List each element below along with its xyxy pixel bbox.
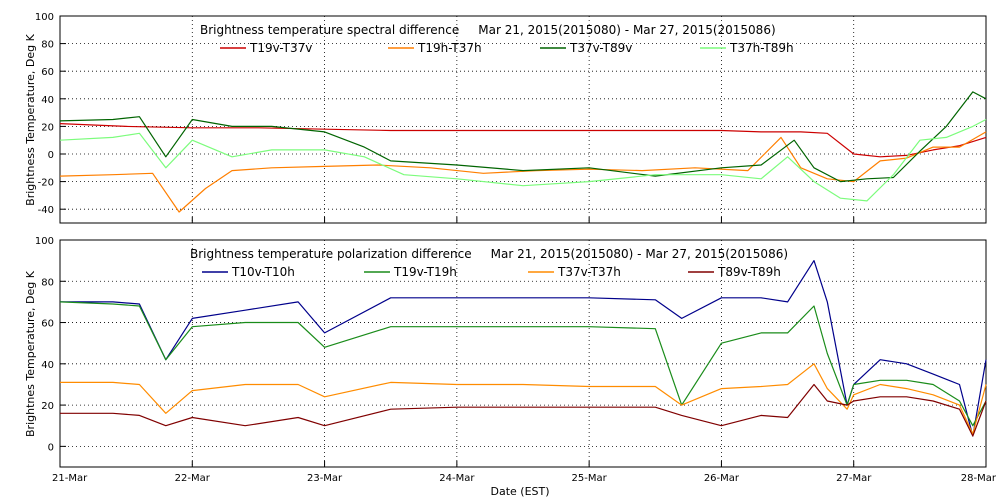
top-y-ticks: -40 -20 0 20 40 60 80 100 bbox=[35, 12, 66, 216]
y-tick-label: -40 bbox=[38, 205, 54, 216]
bottom-legend: T10v-T10h T19v-T19h T37v-T37h T89v-T89h bbox=[202, 265, 781, 279]
series-line-T89v-T89h bbox=[60, 383, 987, 437]
bottom-y-ticks: 0 20 40 60 80 100 bbox=[35, 236, 66, 453]
legend-label: T19v-T37v bbox=[249, 41, 312, 55]
legend-label: T37h-T89h bbox=[729, 41, 794, 55]
legend-label: T89v-T89h bbox=[717, 265, 781, 279]
bottom-x-ticks: 21-Mar 22-Mar 23-Mar 24-Mar 25-Mar 26-Mar 27-M… bbox=[52, 473, 997, 484]
y-tick-label: 20 bbox=[41, 122, 54, 133]
bottom-series bbox=[59, 260, 987, 437]
y-tick-label: 60 bbox=[41, 319, 54, 330]
top-plot-frame bbox=[59, 15, 987, 224]
legend-label: T19h-T37h bbox=[417, 41, 482, 55]
y-tick-label: 0 bbox=[48, 150, 54, 161]
series-line-T10v-T10h bbox=[60, 260, 987, 437]
top-legend: T19v-T37v T19h-T37h T37v-T89v T37h-T89h bbox=[220, 41, 794, 55]
top-y-axis-label: Brightness Temperature, Deg K bbox=[24, 33, 37, 205]
y-tick-label: 40 bbox=[41, 95, 54, 106]
legend-label: T19v-T19h bbox=[393, 265, 457, 279]
y-tick-label: 80 bbox=[41, 40, 54, 51]
bottom-plot-frame bbox=[59, 239, 987, 468]
x-tick-label: 23-Mar bbox=[307, 473, 343, 484]
x-tick-label: 21-Mar bbox=[52, 473, 88, 484]
x-axis-label: Date (EST) bbox=[490, 485, 549, 498]
x-tick-label: 27-Mar bbox=[836, 473, 872, 484]
bottom-panel: 0 20 40 60 80 100 21-Mar 22-Mar 23-Mar 24-Mar 25-… bbox=[24, 236, 997, 498]
y-tick-label: 40 bbox=[41, 360, 54, 371]
x-tick-label: 25-Mar bbox=[572, 473, 608, 484]
top-chart-title: Brightness temperature spectral differen… bbox=[200, 23, 776, 37]
x-tick-label: 22-Mar bbox=[175, 473, 211, 484]
series-line-T37h-T89h bbox=[59, 118, 987, 202]
x-tick-label: 28-Mar bbox=[961, 473, 997, 484]
y-tick-label: 100 bbox=[35, 12, 54, 23]
legend-label: T37v-T37h bbox=[557, 265, 621, 279]
x-tick-label: 24-Mar bbox=[439, 473, 475, 484]
legend-label: T37v-T89v bbox=[569, 41, 632, 55]
top-panel: -40 -20 0 20 40 60 80 100 Brightness temperatur… bbox=[24, 12, 987, 224]
legend-label: T10v-T10h bbox=[231, 265, 295, 279]
series-line-T37v-T89v bbox=[59, 91, 987, 183]
y-tick-label: 100 bbox=[35, 236, 54, 247]
series-line-T19h-T37h bbox=[59, 131, 987, 213]
bottom-chart-title: Brightness temperature polarization diff… bbox=[190, 247, 788, 261]
y-tick-label: 60 bbox=[41, 67, 54, 78]
top-grid bbox=[60, 16, 986, 223]
top-series bbox=[59, 91, 987, 213]
y-tick-label: 20 bbox=[41, 401, 54, 412]
y-tick-label: -20 bbox=[38, 178, 54, 189]
bottom-grid bbox=[60, 240, 986, 467]
x-tick-label: 26-Mar bbox=[704, 473, 740, 484]
series-line-T19v-T37v bbox=[59, 123, 987, 158]
series-line-T37v-T37h bbox=[60, 363, 987, 435]
bottom-y-axis-label: Brightnes Temperature, Deg K bbox=[24, 270, 37, 437]
y-tick-label: 80 bbox=[41, 277, 54, 288]
y-tick-label: 0 bbox=[48, 442, 54, 453]
